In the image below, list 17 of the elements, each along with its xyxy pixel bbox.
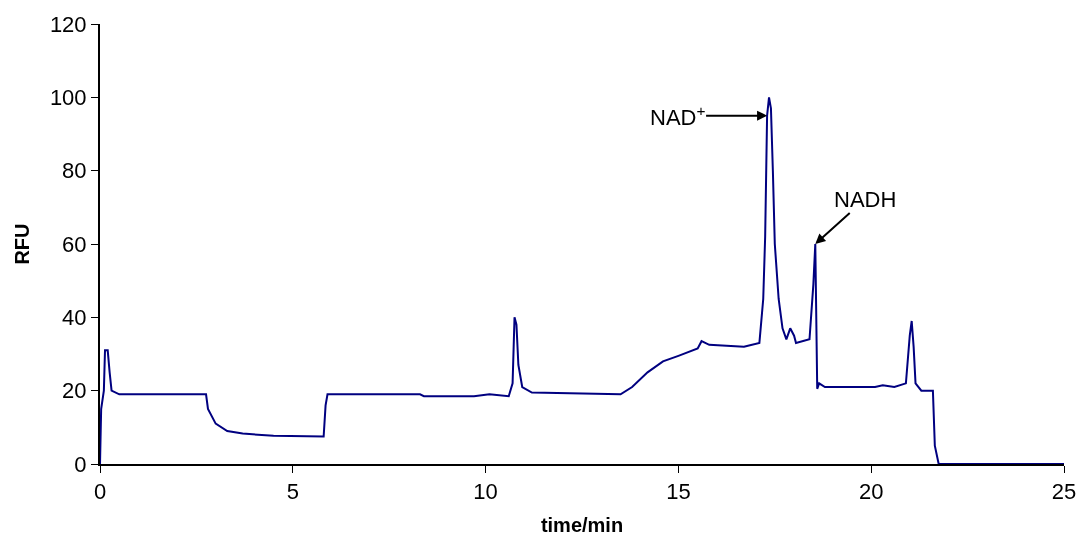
- y-tick-label: 0: [74, 451, 87, 477]
- x-axis-title: time/min: [540, 514, 624, 537]
- x-tick-label: 20: [858, 479, 884, 505]
- y-tick-label: 120: [49, 11, 87, 37]
- y-tick-label: 40: [62, 305, 87, 331]
- y-axis-title: RFU: [10, 223, 33, 265]
- y-tick-label: 60: [62, 231, 87, 257]
- y-tick-label: 100: [49, 85, 87, 111]
- x-tick-label: 5: [286, 479, 299, 505]
- x-tick-label: 10: [473, 479, 498, 505]
- annotation: NADH: [834, 187, 897, 212]
- y-tick-label: 20: [62, 378, 87, 404]
- annotation: NAD$^{+}$: [650, 102, 706, 131]
- y-tick-label: 80: [62, 158, 87, 184]
- x-tick-label: 25: [1051, 479, 1077, 505]
- x-tick-label: 0: [93, 479, 107, 505]
- x-tick-label: 15: [666, 479, 691, 505]
